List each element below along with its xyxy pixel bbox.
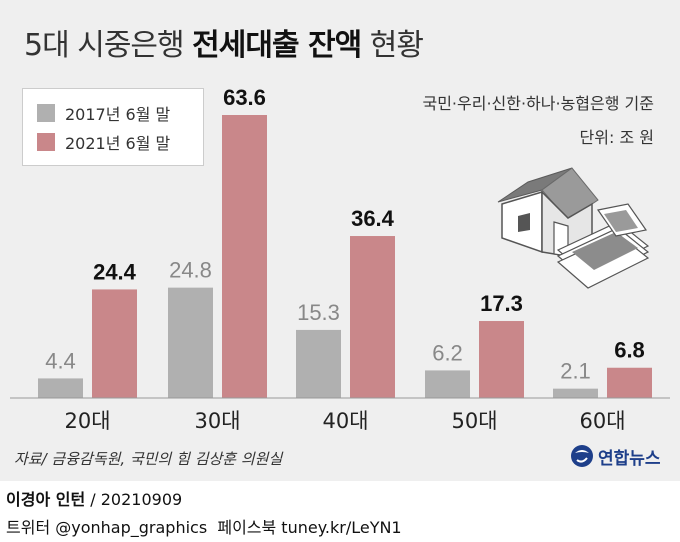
social-line: 트위터 @yonhap_graphics 페이스북 tuney.kr/LeYN1 — [6, 514, 402, 538]
source-note: 자료/ 금융감독원, 국민의 힘 김상훈 의원실 — [14, 450, 283, 468]
bar-2017-0 — [38, 378, 83, 398]
social-twitter: 트위터 @yonhap_graphics — [6, 518, 208, 537]
credit-author: 이경아 인턴 — [6, 490, 86, 509]
data-label-2017-2: 15.3 — [297, 300, 340, 325]
data-label-2021-0: 24.4 — [93, 259, 137, 284]
category-label-2: 40대 — [322, 409, 368, 433]
credit-date: / 20210909 — [85, 490, 183, 509]
title-suffix: 현황 — [361, 28, 424, 63]
bar-2021-2 — [350, 236, 395, 398]
data-label-2017-4: 2.1 — [560, 359, 591, 384]
data-label-2021-2: 36.4 — [351, 206, 395, 231]
bar-2017-1 — [168, 287, 213, 398]
legend: 2017년 6월 말 2021년 6월 말 — [22, 88, 204, 166]
yonhap-logo-icon — [571, 445, 593, 467]
bar-2021-1 — [222, 115, 267, 398]
legend-item-2017: 2017년 6월 말 — [37, 102, 170, 124]
unit-note: 단위: 조 원 — [579, 128, 654, 147]
social-facebook: 페이스북 tuney.kr/LeYN1 — [217, 518, 402, 537]
legend-item-2021: 2021년 6월 말 — [37, 131, 170, 153]
bar-2021-3 — [479, 321, 524, 398]
data-label-2017-0: 4.4 — [45, 348, 76, 373]
bar-2017-3 — [425, 370, 470, 398]
category-label-1: 30대 — [194, 409, 240, 433]
brand: 연합뉴스 — [570, 441, 661, 471]
chart-title: 5대 시중은행 전세대출 잔액 현황 — [24, 20, 424, 64]
category-label-3: 50대 — [451, 409, 497, 433]
data-label-2017-3: 6.2 — [432, 340, 463, 365]
legend-label-2017: 2017년 6월 말 — [65, 105, 171, 124]
title-bold: 전세대출 잔액 — [192, 28, 362, 63]
credit-line: 이경아 인턴 / 20210909 — [6, 486, 182, 510]
legend-swatch-2017 — [37, 104, 55, 122]
category-label-0: 20대 — [64, 409, 110, 433]
bar-2021-4 — [607, 367, 652, 398]
legend-label-2021: 2021년 6월 말 — [65, 134, 171, 153]
basis-note: 국민·우리·신한·하나·농협은행 기준 — [422, 94, 654, 113]
data-label-2017-1: 24.8 — [169, 258, 212, 283]
bar-2021-0 — [92, 289, 137, 398]
bar-2017-2 — [296, 329, 341, 398]
title-prefix: 5대 시중은행 — [24, 28, 193, 63]
bar-chart: 4.4 24.4 20대 24.8 63.6 30대 15.3 36.4 40대 6.2 17.3 5… — [10, 85, 670, 433]
category-label-4: 60대 — [579, 409, 625, 433]
data-label-2021-3: 17.3 — [480, 291, 523, 316]
legend-swatch-2021 — [37, 133, 55, 151]
data-label-2021-4: 6.8 — [614, 338, 645, 363]
data-label-2021-1: 63.6 — [223, 85, 266, 110]
brand-name: 연합뉴스 — [598, 448, 661, 469]
bar-2017-4 — [553, 388, 598, 398]
house-banknotes-icon — [497, 167, 650, 289]
